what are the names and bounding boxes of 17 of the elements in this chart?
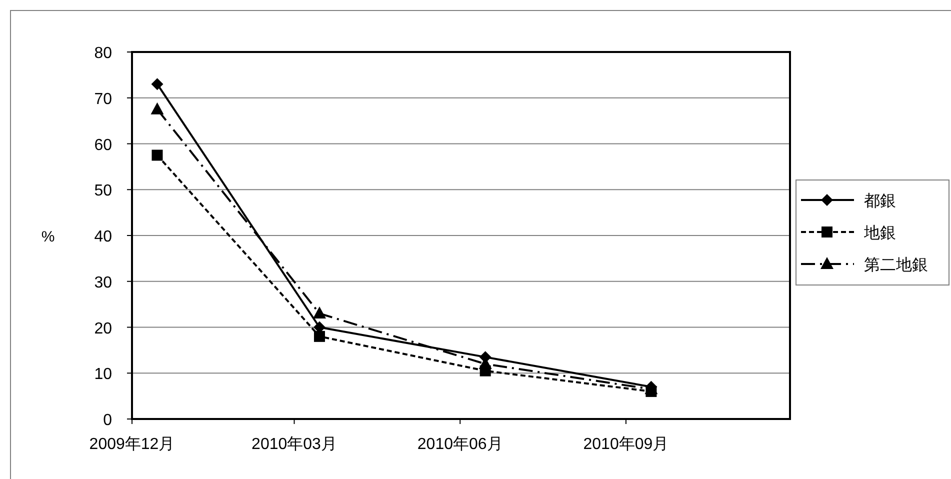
legend-label: 都銀: [864, 192, 896, 210]
y-tick-label: 70: [94, 90, 112, 108]
x-tick-label: 2010年09月: [583, 436, 669, 453]
x-tick-label: 2009年12月: [89, 436, 175, 453]
y-tick-label: 30: [94, 274, 112, 292]
x-tick-label: 2010年03月: [252, 436, 337, 453]
legend-label: 地銀: [863, 224, 896, 242]
y-tick-label: 40: [94, 228, 112, 246]
y-tick-label: 20: [94, 320, 112, 338]
y-tick-label: 10: [94, 366, 112, 384]
y-tick-label: 80: [94, 45, 112, 62]
y-axis-title: %: [41, 228, 55, 246]
y-tick-label: 60: [94, 136, 112, 154]
x-tick-label: 2010年06月: [417, 436, 503, 453]
y-tick-label: 50: [94, 182, 112, 200]
y-tick-label: 0: [103, 412, 112, 429]
legend-label: 第二地銀: [864, 256, 928, 274]
